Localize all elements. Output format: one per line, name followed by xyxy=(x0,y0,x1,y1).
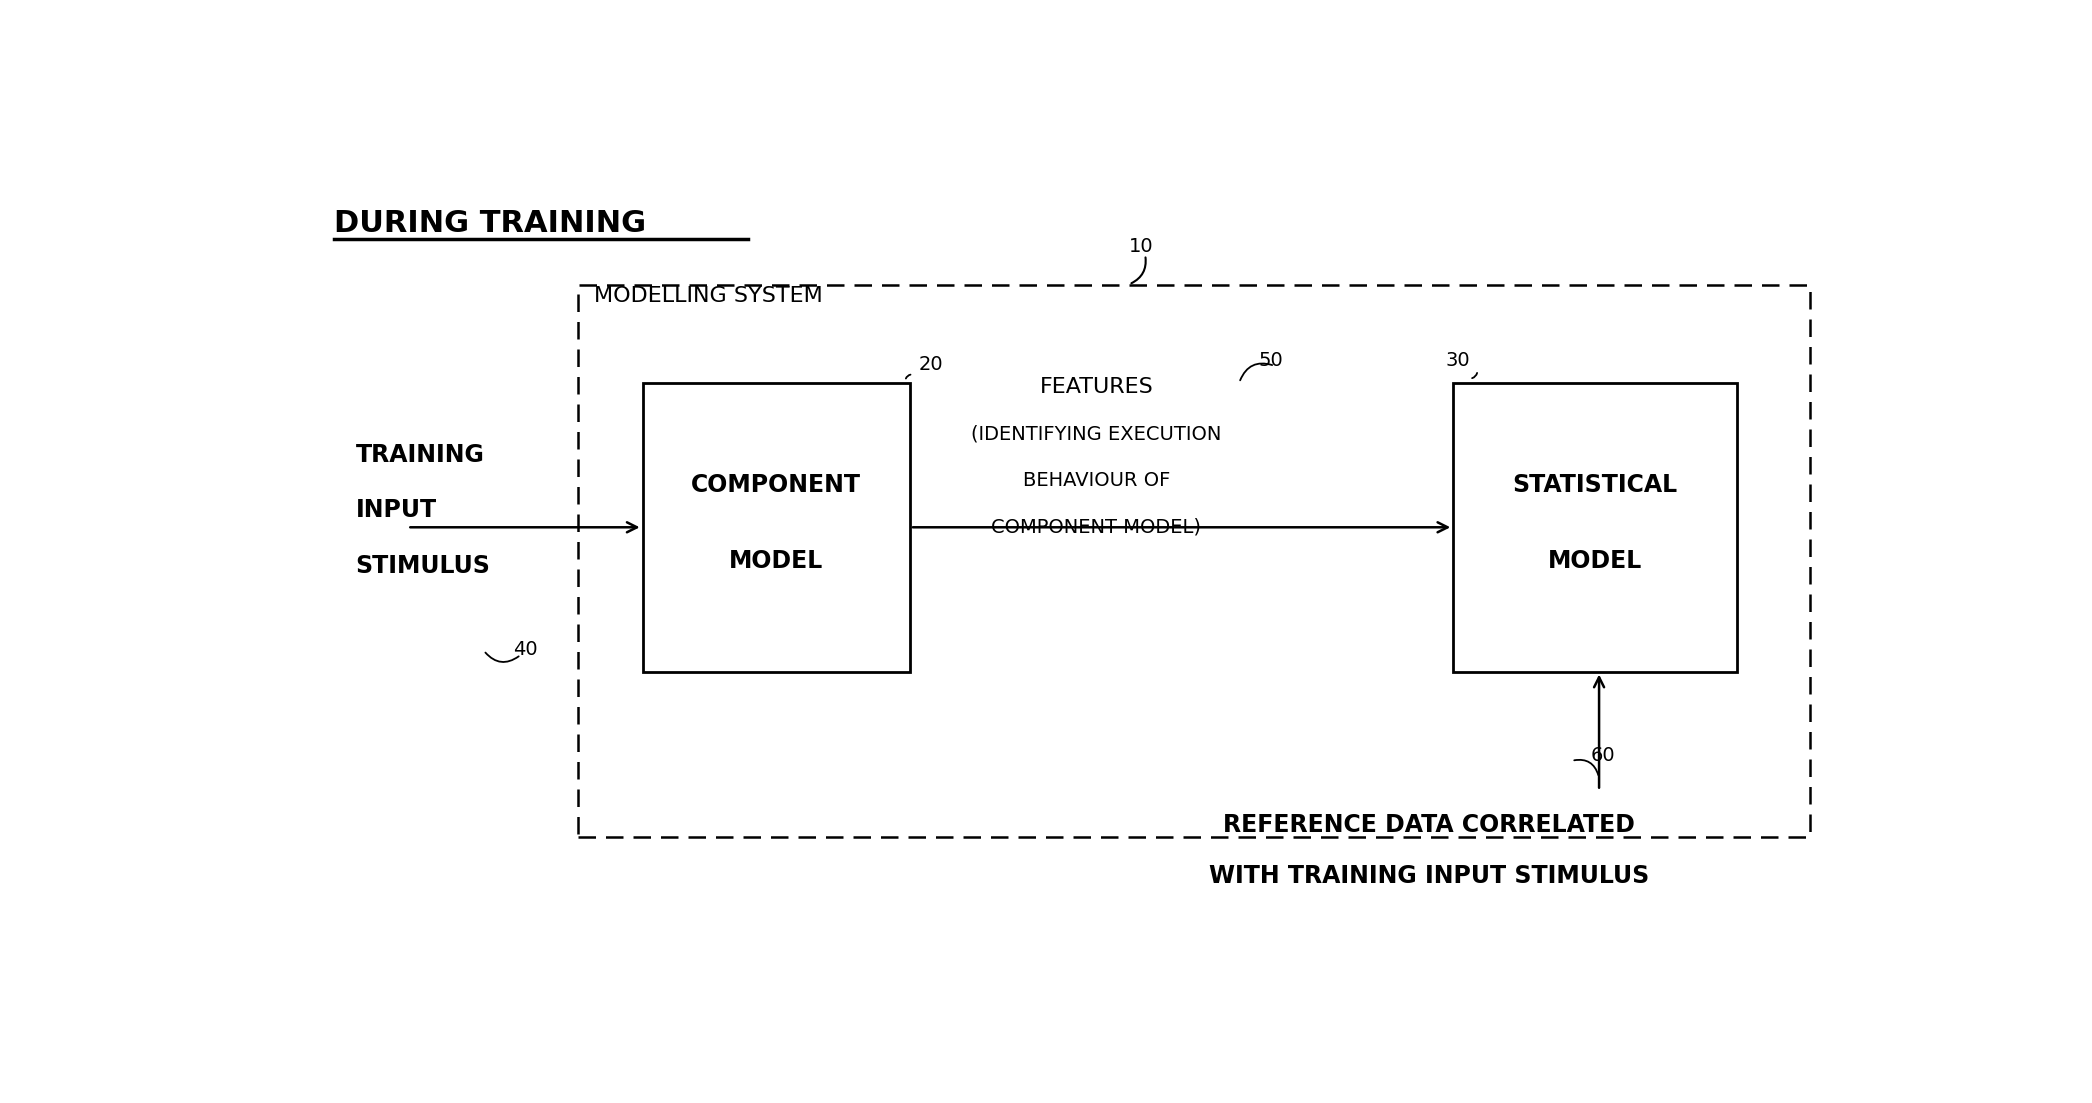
Text: 30: 30 xyxy=(1446,351,1471,371)
Text: 40: 40 xyxy=(513,640,538,658)
Text: COMPONENT MODEL): COMPONENT MODEL) xyxy=(992,517,1201,537)
Text: TRAINING: TRAINING xyxy=(356,443,485,467)
Text: STIMULUS: STIMULUS xyxy=(356,554,490,578)
Text: (IDENTIFYING EXECUTION: (IDENTIFYING EXECUTION xyxy=(971,425,1222,443)
Text: COMPONENT: COMPONENT xyxy=(690,473,862,496)
Text: 20: 20 xyxy=(918,355,943,374)
Text: REFERENCE DATA CORRELATED: REFERENCE DATA CORRELATED xyxy=(1224,813,1634,836)
Text: BEHAVIOUR OF: BEHAVIOUR OF xyxy=(1023,471,1169,490)
Text: MODEL: MODEL xyxy=(730,549,824,574)
Text: 50: 50 xyxy=(1259,351,1282,371)
Text: INPUT: INPUT xyxy=(356,499,437,523)
Text: MODEL: MODEL xyxy=(1548,549,1642,574)
Bar xyxy=(1454,383,1736,672)
Text: FEATURES: FEATURES xyxy=(1040,377,1153,397)
Bar xyxy=(577,286,1810,837)
Text: STATISTICAL: STATISTICAL xyxy=(1513,473,1678,496)
Text: 60: 60 xyxy=(1590,746,1615,765)
Text: MODELLING SYSTEM: MODELLING SYSTEM xyxy=(594,287,822,307)
Text: 10: 10 xyxy=(1130,236,1153,256)
Text: DURING TRAINING: DURING TRAINING xyxy=(335,208,646,238)
Bar xyxy=(642,383,910,672)
Text: WITH TRAINING INPUT STIMULUS: WITH TRAINING INPUT STIMULUS xyxy=(1209,864,1648,888)
